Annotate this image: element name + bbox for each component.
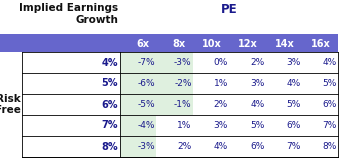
Text: 3%: 3% — [214, 121, 228, 130]
Text: 6%: 6% — [250, 142, 264, 151]
Text: 4%: 4% — [323, 58, 337, 67]
Text: 0%: 0% — [214, 58, 228, 67]
Text: 8%: 8% — [101, 142, 118, 152]
Bar — [120, 52, 156, 73]
Text: 4%: 4% — [286, 79, 301, 88]
Text: 12x: 12x — [238, 39, 258, 49]
Text: 2%: 2% — [214, 100, 228, 109]
Text: 2%: 2% — [177, 142, 192, 151]
Text: 4%: 4% — [102, 58, 118, 68]
Text: 1%: 1% — [214, 79, 228, 88]
Text: 6x: 6x — [136, 39, 149, 49]
Text: 5%: 5% — [102, 79, 118, 89]
Text: Implied Earnings
Growth: Implied Earnings Growth — [19, 3, 118, 25]
Bar — [120, 94, 156, 115]
Text: 8x: 8x — [172, 39, 185, 49]
Text: 3%: 3% — [250, 79, 264, 88]
Text: 7%: 7% — [102, 121, 118, 131]
Text: -7%: -7% — [138, 58, 155, 67]
Text: -1%: -1% — [174, 100, 192, 109]
Text: -5%: -5% — [138, 100, 155, 109]
Text: 6%: 6% — [102, 100, 118, 110]
Text: 5%: 5% — [250, 121, 264, 130]
Bar — [0, 34, 338, 52]
Bar — [156, 52, 193, 73]
Text: -6%: -6% — [138, 79, 155, 88]
Bar — [120, 115, 156, 136]
Text: -2%: -2% — [174, 79, 192, 88]
Bar — [120, 136, 156, 157]
Bar — [156, 94, 193, 115]
Bar — [14, 34, 338, 52]
Text: Risk
Free: Risk Free — [0, 94, 21, 115]
Text: 7%: 7% — [323, 121, 337, 130]
Text: -4%: -4% — [138, 121, 155, 130]
Bar — [156, 73, 193, 94]
Text: 10x: 10x — [202, 39, 222, 49]
Text: 8%: 8% — [323, 142, 337, 151]
Text: 6%: 6% — [323, 100, 337, 109]
Text: -3%: -3% — [174, 58, 192, 67]
Text: 5%: 5% — [286, 100, 301, 109]
Text: 5%: 5% — [323, 79, 337, 88]
Text: PE: PE — [221, 3, 237, 16]
Bar — [120, 73, 156, 94]
Text: 4%: 4% — [214, 142, 228, 151]
Text: 6%: 6% — [286, 121, 301, 130]
Text: -3%: -3% — [138, 142, 155, 151]
Text: 14x: 14x — [275, 39, 294, 49]
Text: 3%: 3% — [286, 58, 301, 67]
Text: 7%: 7% — [286, 142, 301, 151]
Text: 4%: 4% — [250, 100, 264, 109]
Text: 2%: 2% — [250, 58, 264, 67]
Text: 16x: 16x — [311, 39, 331, 49]
Text: 1%: 1% — [177, 121, 192, 130]
